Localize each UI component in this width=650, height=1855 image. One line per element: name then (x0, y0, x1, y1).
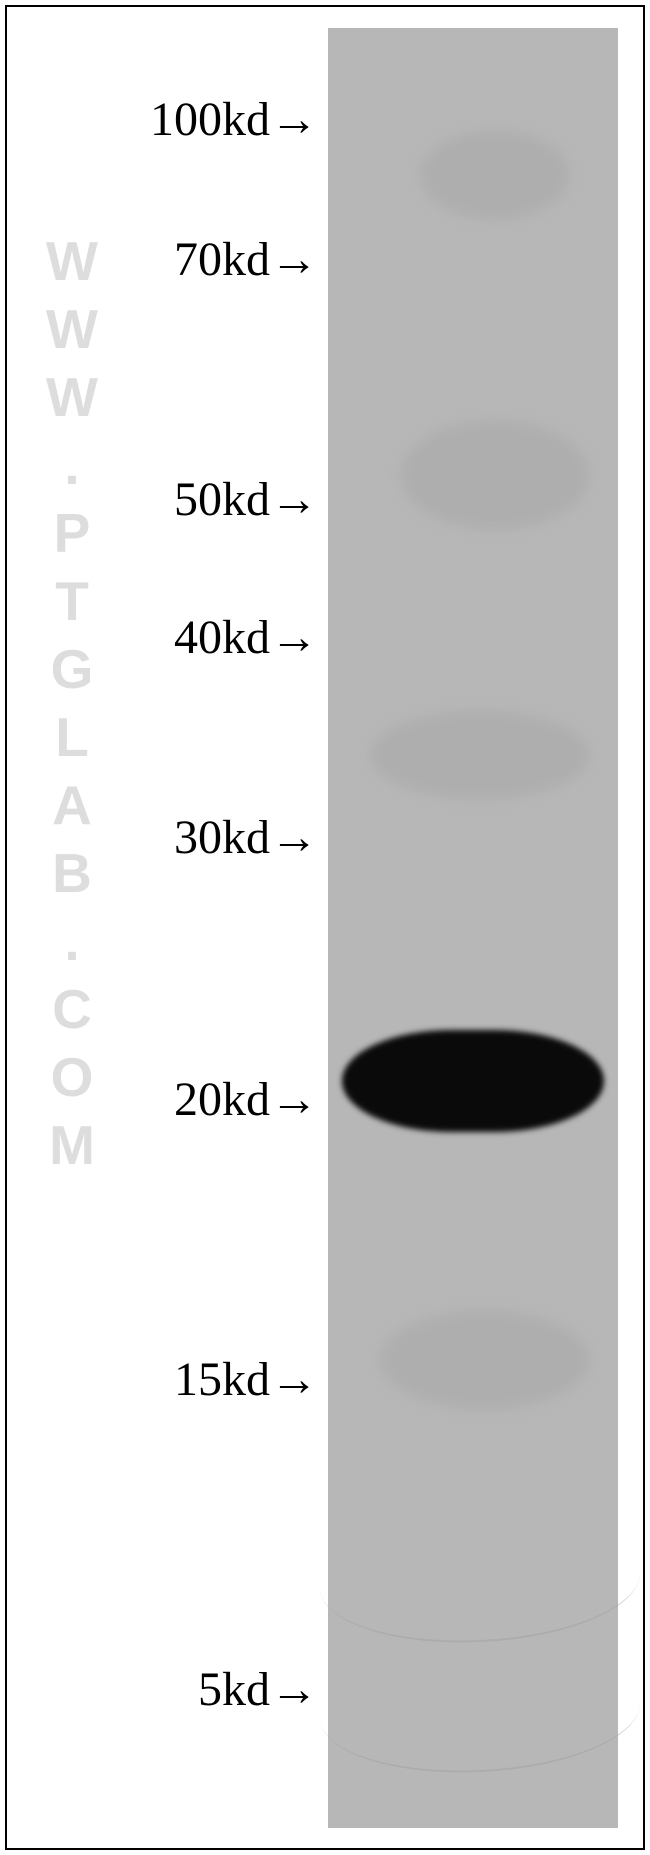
mw-marker-label: 20kd (174, 1073, 270, 1126)
mw-marker: 30kd→ (0, 814, 318, 862)
arrow-right-icon: → (270, 1353, 318, 1406)
mw-marker: 20kd→ (0, 1076, 318, 1124)
mw-marker: 50kd→ (0, 476, 318, 524)
mw-marker-label: 5kd (198, 1663, 270, 1716)
mw-marker: 15kd→ (0, 1356, 318, 1404)
mw-marker-label: 40kd (174, 611, 270, 664)
arrow-right-icon: → (270, 1073, 318, 1126)
arrow-right-icon: → (270, 611, 318, 664)
lane-smudge (370, 710, 590, 800)
mw-marker: 70kd→ (0, 236, 318, 284)
mw-marker: 40kd→ (0, 614, 318, 662)
arrow-right-icon: → (270, 473, 318, 526)
arrow-right-icon: → (270, 1663, 318, 1716)
protein-band (342, 1030, 604, 1132)
arrow-right-icon: → (270, 233, 318, 286)
mw-marker: 100kd→ (0, 96, 318, 144)
arrow-right-icon: → (270, 811, 318, 864)
mw-marker-label: 30kd (174, 811, 270, 864)
lane-smudge (420, 130, 570, 220)
mw-marker-label: 70kd (174, 233, 270, 286)
lane-smudge (400, 420, 590, 530)
mw-marker-label: 15kd (174, 1353, 270, 1406)
mw-marker-label: 100kd (150, 93, 270, 146)
mw-marker: 5kd→ (0, 1666, 318, 1714)
arrow-right-icon: → (270, 93, 318, 146)
mw-marker-label: 50kd (174, 473, 270, 526)
lane-smudge (380, 1310, 590, 1410)
